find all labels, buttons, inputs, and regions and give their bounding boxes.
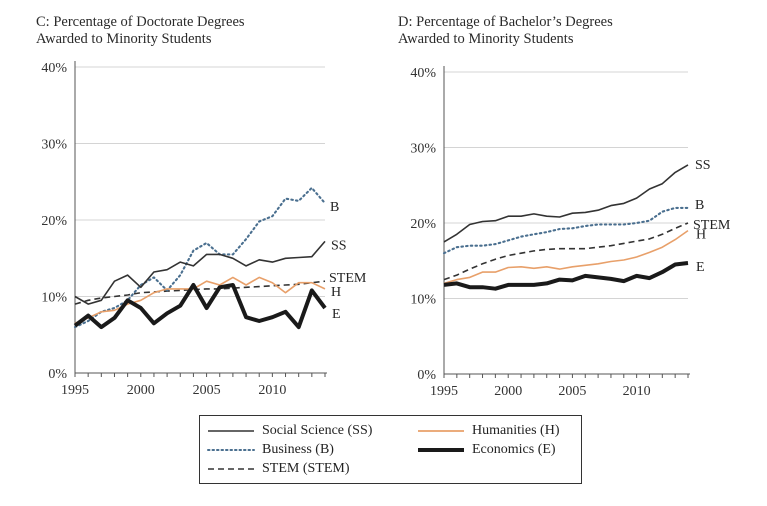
panel-d-series-ss: [443, 164, 689, 243]
panel-c-ytick-label-0: 0%: [48, 367, 67, 382]
panel-d-ytick-label-0: 0%: [417, 368, 436, 383]
panel-d-series-label-h: H: [696, 228, 706, 243]
legend-item-business: Business (B): [206, 441, 334, 459]
panel-d-series-label-e: E: [696, 260, 705, 275]
legend-swatch-economics: [416, 445, 466, 455]
legend-swatch-stem: [206, 464, 256, 474]
legend-item-humanities: Humanities (H): [416, 422, 559, 440]
panel-c-ytick-label-20: 20%: [41, 214, 67, 229]
panel-d-xtick-label-2000: 2000: [494, 384, 522, 399]
legend-label-social-science: Social Science (SS): [262, 423, 373, 438]
panel-d-series-stem: [443, 222, 689, 281]
panel-c-series-e: [73, 283, 327, 330]
panel-d-ytick-label-20: 20%: [410, 217, 436, 232]
panel-c-xtick-label-1995: 1995: [61, 383, 89, 398]
panel-d-chart: 0% 10% 20% 30% 40% 1995 2000 2005 2010 STEM BH SS E: [410, 66, 731, 399]
legend-label-humanities: Humanities (H): [472, 423, 560, 438]
legend-swatch-humanities: [416, 426, 466, 436]
panel-d-title-line-1: D: Percentage of Bachelor’s Degrees: [398, 14, 613, 30]
panel-c-xtick-label-2010: 2010: [258, 383, 286, 398]
panel-c-ytick-label-40: 40%: [41, 61, 67, 76]
panel-c-series-label-stem: STEM: [329, 271, 367, 286]
panel-c-series-h: [74, 276, 326, 325]
panel-c-xtick-label-2005: 2005: [193, 383, 221, 398]
panel-d-xtick-label-1995: 1995: [430, 384, 458, 399]
panel-c-series-label-b: B: [330, 200, 339, 215]
panel-c-series-ss: [74, 240, 326, 305]
panel-d-series-label-ss: SS: [695, 158, 711, 173]
legend-item-economics: Economics (E): [416, 441, 556, 459]
panel-c-series-label-h: H: [331, 285, 341, 300]
panel-c-series-label-ss: SS: [331, 238, 347, 253]
legend-label-stem: STEM (STEM): [262, 461, 350, 476]
panel-c-title-line-1: C: Percentage of Doctorate Degrees: [36, 14, 245, 30]
panel-c-series-b: [73, 186, 327, 329]
panel-c-title: C: Percentage of Doctorate Degrees Award…: [36, 14, 245, 48]
panel-c-xtick-label-2000: 2000: [127, 383, 155, 398]
legend-swatch-business: [206, 445, 256, 455]
panel-d-series-label-b: B: [695, 198, 704, 213]
panel-d-xtick-label-2010: 2010: [623, 384, 651, 399]
legend-label-business: Business (B): [262, 442, 334, 457]
panel-d-ytick-label-10: 10%: [410, 293, 436, 308]
panel-d-title: D: Percentage of Bachelor’s Degrees Awar…: [398, 14, 613, 48]
legend-item-social-science: Social Science (SS): [206, 422, 372, 440]
panel-c-ytick-label-10: 10%: [41, 291, 67, 306]
legend-item-stem: STEM (STEM): [206, 460, 350, 478]
legend: Social Science (SS) Humanities (H) Busin…: [199, 415, 582, 484]
panel-d-xtick-label-2005: 2005: [558, 384, 586, 399]
panel-c-chart: 0% 10% 20% 30% 40% 1995 2000 2005 2010 STEM B H SS E: [41, 61, 367, 398]
panel-d-series-label-stem: STEM: [693, 218, 731, 233]
panel-c-series-label-e: E: [332, 307, 341, 322]
panel-c-series-stem: [74, 280, 326, 305]
panel-d-ytick-label-40: 40%: [410, 66, 436, 81]
panel-d-series-e: [443, 261, 689, 291]
panel-d-series-h: [443, 229, 689, 285]
panel-d-title-line-2: Awarded to Minority Students: [398, 31, 574, 47]
panel-d-series-b: [442, 206, 690, 255]
legend-label-economics: Economics (E): [472, 442, 556, 457]
panel-c-ytick-label-30: 30%: [41, 138, 67, 153]
panel-c-title-line-2: Awarded to Minority Students: [36, 31, 212, 47]
legend-swatch-social-science: [206, 426, 256, 436]
panel-d-ytick-label-30: 30%: [410, 142, 436, 157]
